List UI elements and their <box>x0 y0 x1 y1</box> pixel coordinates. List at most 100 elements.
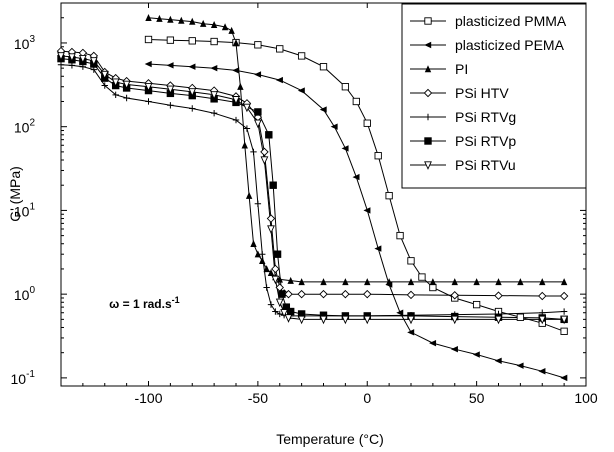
series-marker-1 <box>352 173 360 181</box>
series-marker-1 <box>297 87 305 94</box>
series-marker-1 <box>429 339 437 347</box>
legend-marker-3 <box>423 88 433 98</box>
y-tick-exp: 1 <box>29 201 35 212</box>
series-marker-6 <box>271 275 280 285</box>
series-marker-6 <box>284 314 293 323</box>
series-marker-6 <box>57 52 65 61</box>
series-marker-4 <box>210 109 218 117</box>
series-marker-6 <box>210 91 219 100</box>
y-tick-exp: 0 <box>29 285 35 296</box>
legend-marker-0 <box>424 17 432 25</box>
series-marker-2 <box>287 276 294 284</box>
series-marker-2 <box>241 141 248 149</box>
series-marker-3 <box>363 289 372 299</box>
legend-label-6: PSi RTVu <box>455 157 516 173</box>
series-markers <box>56 13 569 382</box>
x-tick-label: -100 <box>134 390 162 406</box>
series-marker-2 <box>342 278 349 286</box>
series-marker-6 <box>144 83 153 92</box>
series-marker-6 <box>253 119 262 129</box>
series-marker-1 <box>450 346 458 353</box>
series-marker-2 <box>539 278 546 286</box>
series-marker-2 <box>254 250 262 258</box>
series-marker-2 <box>245 191 253 199</box>
series-marker-6 <box>538 315 547 325</box>
legend: plasticized PMMA plasticized PEMA PI PSi HT… <box>401 3 587 189</box>
series-marker-6 <box>243 103 251 113</box>
series-marker-3 <box>266 214 276 223</box>
series-marker-2 <box>250 239 257 247</box>
y-tick-base: 10 <box>14 36 30 52</box>
series-marker-6 <box>297 315 306 325</box>
series-marker-1 <box>363 207 371 214</box>
series-marker-6 <box>319 315 328 325</box>
series-marker-2 <box>407 278 415 286</box>
series-line-5 <box>60 58 565 320</box>
series-marker-2 <box>298 278 305 286</box>
series-marker-0 <box>396 231 404 240</box>
series-marker-4 <box>243 125 251 132</box>
series-marker-2 <box>228 26 235 34</box>
series-marker-3 <box>450 291 459 300</box>
series-marker-0 <box>352 97 360 106</box>
x-tick-label: 100 <box>574 390 598 406</box>
series-marker-2 <box>517 278 524 286</box>
series-marker-6 <box>407 315 415 325</box>
y-tick-label: 103 <box>14 34 36 52</box>
omega-annotation-sup: -1 <box>172 295 180 305</box>
omega-annotation: ω = 1 rad.s-1 <box>109 295 180 311</box>
series-marker-1 <box>330 123 338 130</box>
series-marker-4 <box>167 102 174 109</box>
series-marker-0 <box>188 37 196 45</box>
series-marker-0 <box>166 36 175 44</box>
series-marker-2 <box>232 39 240 47</box>
legend-marker-5 <box>424 137 432 145</box>
series-marker-2 <box>429 278 437 286</box>
series-marker-5 <box>254 108 262 116</box>
y-tick-label: 101 <box>14 201 36 219</box>
series-marker-1 <box>210 64 218 72</box>
series-marker-3 <box>406 290 416 300</box>
series-marker-2 <box>276 275 283 283</box>
series-marker-6 <box>89 57 98 66</box>
legend-marker-6 <box>424 161 432 170</box>
series-marker-1 <box>407 329 415 336</box>
series-marker-6 <box>267 225 275 234</box>
series-marker-5 <box>265 131 273 139</box>
x-axis-title: Temperature (°C) <box>276 431 384 447</box>
series-marker-2 <box>189 17 196 25</box>
legend-label-5: PSi RTVp <box>455 133 516 149</box>
series-marker-0 <box>560 327 568 335</box>
series-marker-5 <box>278 290 286 298</box>
series-marker-6 <box>494 315 503 325</box>
series-marker-1 <box>472 351 480 358</box>
legend-marker-1 <box>424 41 432 49</box>
series-marker-0 <box>429 283 437 292</box>
series-marker-6 <box>100 70 109 80</box>
series-marker-6 <box>363 315 372 325</box>
series-marker-2 <box>199 19 207 27</box>
series-marker-5 <box>273 250 282 258</box>
series-marker-3 <box>271 264 280 274</box>
series-marker-6 <box>450 315 459 325</box>
series-marker-4 <box>123 94 130 102</box>
series-marker-3 <box>319 289 328 299</box>
legend-label-3: PSi HTV <box>455 85 509 101</box>
series-marker-0 <box>472 300 481 309</box>
series-marker-1 <box>254 71 262 78</box>
y-axis-title: G' (MPa) <box>7 166 23 222</box>
legend-label-1: plasticized PEMA <box>455 37 565 53</box>
series-marker-0 <box>407 257 415 265</box>
series-marker-0 <box>418 273 426 281</box>
series-marker-4 <box>145 98 152 105</box>
legend-marker-2 <box>424 65 432 73</box>
x-tick-label: 50 <box>469 390 485 406</box>
series-marker-4 <box>263 284 270 291</box>
series-marker-4 <box>560 308 568 315</box>
series-marker-2 <box>156 14 163 22</box>
series-marker-5 <box>269 181 277 189</box>
series-marker-3 <box>341 289 350 299</box>
y-tick-base: 10 <box>14 287 30 303</box>
